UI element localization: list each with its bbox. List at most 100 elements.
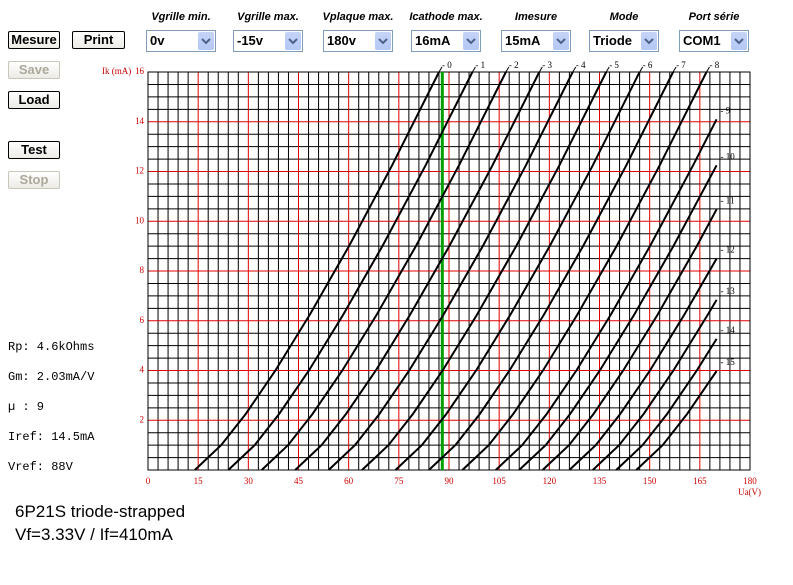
- label-leader: [706, 66, 710, 73]
- curve: [461, 71, 708, 471]
- x-tick-label: 0: [146, 476, 151, 486]
- curve-label: - 14: [721, 325, 736, 335]
- label-leader: [672, 66, 677, 73]
- curve-label: - 10: [721, 151, 736, 161]
- arrow-icon: [556, 38, 566, 45]
- curve-label: - 12: [721, 245, 735, 255]
- y-tick-label: 4: [140, 365, 145, 375]
- stat-text: µ : 9: [8, 400, 45, 414]
- x-tick-label: 90: [445, 476, 455, 486]
- curve-label: - 1: [475, 60, 485, 70]
- stat-text: Vref: 88V: [8, 460, 73, 474]
- label-leader: [505, 66, 510, 73]
- x-tick-label: 45: [294, 476, 304, 486]
- arrow-icon: [734, 38, 744, 45]
- y-tick-label: 10: [135, 215, 145, 225]
- dropdown[interactable]: 180v: [323, 30, 393, 52]
- arrow-icon: [378, 38, 388, 45]
- dropdown-value: COM1: [683, 33, 721, 48]
- dropdown-arrow[interactable]: [553, 32, 569, 50]
- y-tick-label: 16: [135, 66, 145, 76]
- button[interactable]: Load: [8, 91, 60, 109]
- curve: [294, 71, 541, 471]
- curve: [495, 118, 718, 471]
- dropdown-value: 0v: [150, 33, 165, 48]
- setting-label: Mode: [609, 11, 639, 23]
- curve-label: - 9: [721, 105, 731, 115]
- button[interactable]: Test: [8, 141, 60, 159]
- label-leader: [639, 66, 644, 73]
- curve-label: - 7: [676, 60, 686, 70]
- dropdown-value: 180v: [327, 33, 356, 48]
- button: Stop: [8, 171, 60, 189]
- y-tick-label: 6: [140, 315, 145, 325]
- dropdown-arrow[interactable]: [463, 32, 479, 50]
- curve-label: - 3: [542, 60, 552, 70]
- y-tick-label: 8: [140, 265, 145, 275]
- x-tick-label: 120: [543, 476, 557, 486]
- curve: [261, 71, 507, 471]
- stat-text: Iref: 14.5mA: [8, 430, 95, 444]
- x-axis-label: Ua(V): [738, 487, 761, 497]
- dropdown-arrow[interactable]: [285, 32, 301, 50]
- curve-label: - 4: [576, 60, 586, 70]
- button[interactable]: Mesure: [8, 31, 60, 49]
- curve: [428, 71, 674, 471]
- dropdown-arrow[interactable]: [731, 32, 747, 50]
- curve: [327, 71, 574, 471]
- label-leader: [438, 66, 443, 73]
- x-tick-label: 135: [593, 476, 607, 486]
- button: Save: [8, 61, 60, 79]
- curve: [361, 71, 608, 471]
- x-tick-label: 15: [194, 476, 204, 486]
- caption: Vf=3.33V / If=410mA: [15, 525, 173, 544]
- x-tick-label: 150: [643, 476, 657, 486]
- dropdown[interactable]: 0v: [146, 30, 216, 52]
- dropdown[interactable]: 15mA: [501, 30, 571, 52]
- stat-text: Gm: 2.03mA/V: [8, 370, 95, 384]
- dropdown-arrow[interactable]: [375, 32, 391, 50]
- setting-label: Icathode max.: [409, 11, 483, 23]
- label-leader: [605, 66, 610, 73]
- x-tick-label: 180: [743, 476, 757, 486]
- arrow-icon: [644, 38, 654, 45]
- arrow-icon: [201, 38, 211, 45]
- label-leader: [471, 66, 476, 73]
- y-tick-label: 14: [135, 116, 145, 126]
- dropdown[interactable]: -15v: [233, 30, 303, 52]
- stat-text: Rp: 4.6kOhms: [8, 340, 95, 354]
- button[interactable]: Print: [72, 31, 125, 49]
- dropdown-value: -15v: [237, 33, 264, 48]
- curve: [541, 208, 718, 471]
- curve: [518, 164, 718, 471]
- curve: [227, 71, 474, 471]
- curve: [568, 258, 718, 471]
- curve-label: - 11: [721, 195, 735, 205]
- arrow-icon: [466, 38, 476, 45]
- label-leader: [572, 66, 577, 73]
- dropdown[interactable]: COM1: [679, 30, 749, 52]
- dropdown-arrow[interactable]: [641, 32, 657, 50]
- dropdown[interactable]: 16mA: [411, 30, 481, 52]
- curve-label: - 6: [643, 60, 653, 70]
- setting-label: Vgrille max.: [237, 11, 299, 23]
- dropdown[interactable]: Triode: [589, 30, 659, 52]
- curve-label: - 5: [609, 60, 619, 70]
- dropdown-value: Triode: [593, 33, 633, 48]
- curve: [194, 71, 440, 471]
- setting-label: Imesure: [514, 11, 558, 23]
- y-tick-label: 12: [135, 166, 144, 176]
- chart: 0 15 30 45 60 75 90 105 120 135 150 165 180 2 4 6 8 10 12 1…: [102, 60, 761, 497]
- plot-border: [147, 71, 751, 471]
- arrow-icon: [288, 38, 298, 45]
- x-tick-label: 165: [693, 476, 707, 486]
- setting-label: Port série: [688, 11, 740, 23]
- dropdown-value: 16mA: [415, 33, 451, 48]
- curve-label: - 0: [442, 60, 452, 70]
- curve: [615, 338, 718, 471]
- x-tick-label: 30: [244, 476, 254, 486]
- dropdown-arrow[interactable]: [198, 32, 214, 50]
- curve-label: - 15: [721, 357, 736, 367]
- x-tick-label: 105: [492, 476, 506, 486]
